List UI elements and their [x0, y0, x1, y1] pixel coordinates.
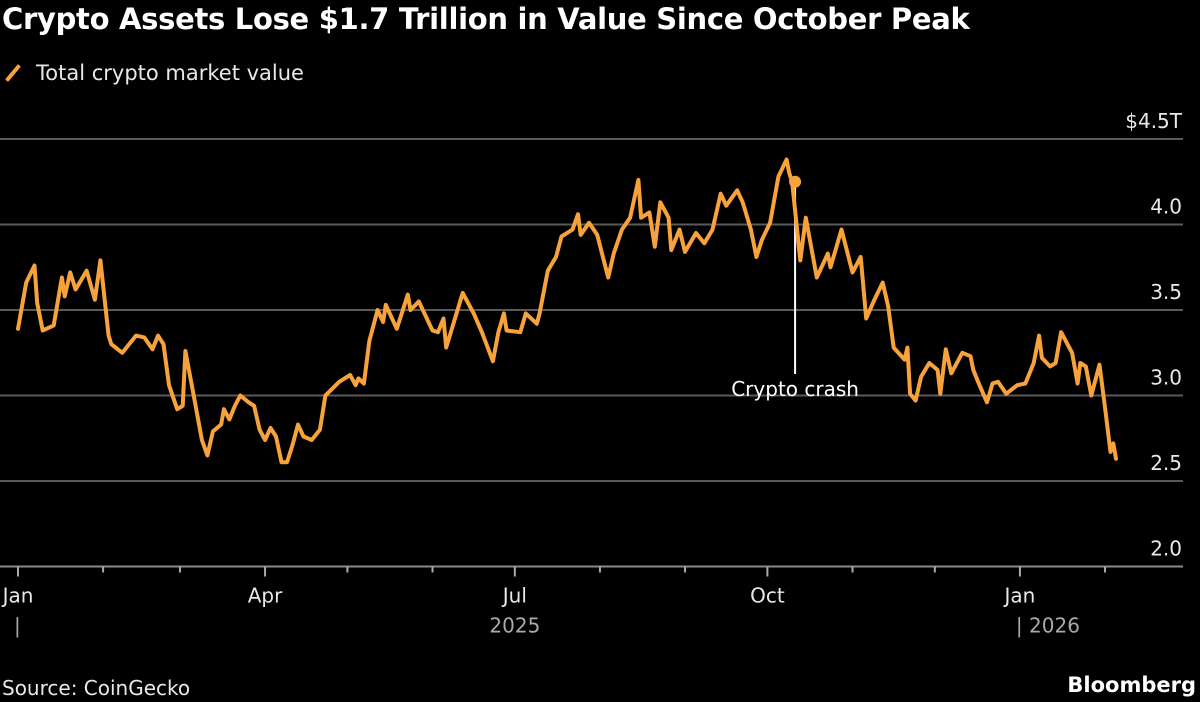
legend-label: Total crypto market value [36, 61, 304, 85]
series-line [16, 157, 1118, 465]
x-tick-label: Jan [1003, 584, 1036, 608]
x-year-label: | 2026 [1016, 614, 1080, 638]
y-tick-label: 3.0 [1150, 366, 1182, 390]
x-year-label: | [14, 614, 21, 638]
y-tick-label: $4.5T [1125, 109, 1183, 133]
y-tick-label: 2.5 [1150, 451, 1182, 475]
x-tick-label: Apr [248, 584, 283, 608]
x-year-label: 2025 [489, 614, 540, 638]
y-tick-label: 2.0 [1150, 537, 1182, 561]
y-tick-label: 3.5 [1150, 280, 1182, 304]
chart-title: Crypto Assets Lose $1.7 Trillion in Valu… [2, 2, 970, 36]
source-note: Source: CoinGecko [2, 676, 191, 700]
annotation-marker [789, 175, 802, 188]
annotation-label: Crypto crash [731, 377, 859, 401]
legend: Total crypto market value [4, 61, 304, 85]
x-tick-label: Jul [501, 584, 527, 608]
brand-logo: Bloomberg [1067, 673, 1196, 697]
x-tick-label: Jan [1, 584, 34, 608]
y-tick-label: 4.0 [1150, 195, 1182, 219]
x-tick-label: Oct [750, 584, 785, 608]
